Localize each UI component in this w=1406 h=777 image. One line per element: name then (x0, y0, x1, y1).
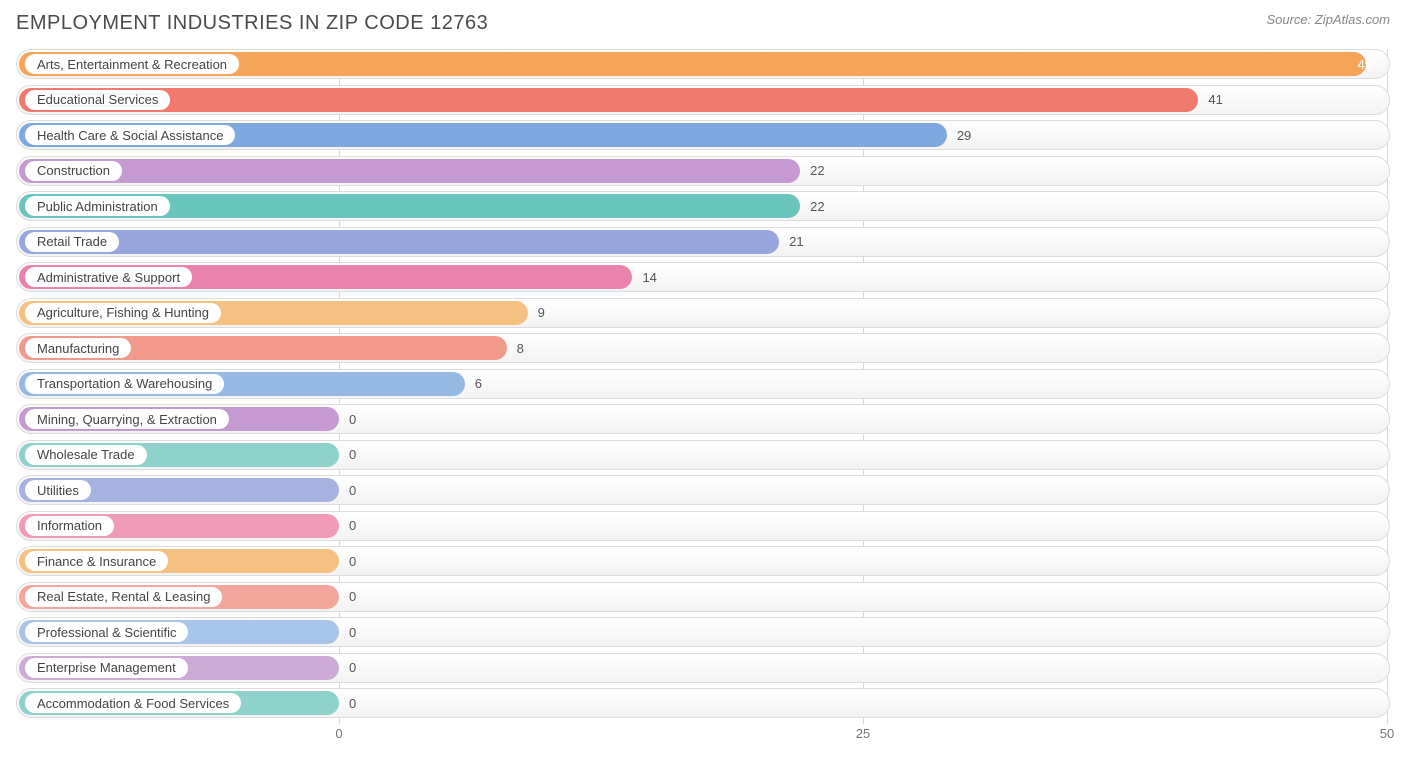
bar-row: Information 0 (16, 511, 1390, 541)
bar-label-pill: Arts, Entertainment & Recreation (25, 54, 239, 74)
bar-row: Utilities 0 (16, 475, 1390, 505)
bar-value: 0 (349, 404, 356, 434)
bar-label-pill: Construction (25, 161, 122, 181)
bar-value: 0 (349, 475, 356, 505)
bar-label-pill: Agriculture, Fishing & Hunting (25, 303, 221, 323)
bar-value: 0 (349, 511, 356, 541)
bar-row: Agriculture, Fishing & Hunting 9 (16, 298, 1390, 328)
bar-value: 0 (349, 688, 356, 718)
x-tick-label: 25 (856, 726, 870, 741)
bar-label-pill: Utilities (25, 480, 91, 500)
bar-label-pill: Transportation & Warehousing (25, 374, 224, 394)
bar-fill (19, 159, 800, 183)
bar-label-pill: Manufacturing (25, 338, 131, 358)
bar-row: Health Care & Social Assistance 29 (16, 120, 1390, 150)
bar-label-pill: Health Care & Social Assistance (25, 125, 235, 145)
bar-label-pill: Educational Services (25, 90, 170, 110)
bar-value: 22 (810, 156, 824, 186)
bar-value: 6 (475, 369, 482, 399)
bar-value: 0 (349, 617, 356, 647)
bar-label-pill: Professional & Scientific (25, 622, 188, 642)
bar-row: Finance & Insurance 0 (16, 546, 1390, 576)
chart-source: Source: ZipAtlas.com (1266, 12, 1390, 27)
bar-value: 49 (1358, 49, 1372, 79)
x-tick-label: 0 (335, 726, 342, 741)
chart-title: EMPLOYMENT INDUSTRIES IN ZIP CODE 12763 (16, 12, 488, 35)
bar-row: Arts, Entertainment & Recreation 49 (16, 49, 1390, 79)
bar-value: 0 (349, 653, 356, 683)
chart-area: Arts, Entertainment & Recreation 49 Educat… (16, 49, 1390, 739)
bar-value: 22 (810, 191, 824, 221)
bar-row: Wholesale Trade 0 (16, 440, 1390, 470)
bars-container: Arts, Entertainment & Recreation 49 Educat… (16, 49, 1390, 718)
bar-value: 41 (1208, 85, 1222, 115)
x-tick-label: 50 (1380, 726, 1394, 741)
bar-row: Retail Trade 21 (16, 227, 1390, 257)
bar-value: 14 (642, 262, 656, 292)
bar-row: Enterprise Management 0 (16, 653, 1390, 683)
bar-label-pill: Information (25, 516, 114, 536)
bar-fill (19, 88, 1198, 112)
bar-value: 8 (517, 333, 524, 363)
bar-value: 9 (538, 298, 545, 328)
bar-value: 21 (789, 227, 803, 257)
bar-label-pill: Retail Trade (25, 232, 119, 252)
bar-row: Educational Services 41 (16, 85, 1390, 115)
chart-header: EMPLOYMENT INDUSTRIES IN ZIP CODE 12763 … (16, 12, 1390, 35)
bar-label-pill: Enterprise Management (25, 658, 188, 678)
bar-row: Public Administration 22 (16, 191, 1390, 221)
bar-label-pill: Mining, Quarrying, & Extraction (25, 409, 229, 429)
bar-label-pill: Finance & Insurance (25, 551, 168, 571)
x-axis: 02550 (16, 724, 1390, 744)
bar-row: Mining, Quarrying, & Extraction 0 (16, 404, 1390, 434)
bar-value: 0 (349, 440, 356, 470)
bar-row: Professional & Scientific 0 (16, 617, 1390, 647)
bar-value: 0 (349, 546, 356, 576)
bar-label-pill: Wholesale Trade (25, 445, 147, 465)
bar-fill (19, 230, 779, 254)
bar-row: Transportation & Warehousing 6 (16, 369, 1390, 399)
bar-label-pill: Accommodation & Food Services (25, 693, 241, 713)
bar-label-pill: Administrative & Support (25, 267, 192, 287)
bar-row: Accommodation & Food Services 0 (16, 688, 1390, 718)
bar-value: 0 (349, 582, 356, 612)
bar-row: Real Estate, Rental & Leasing 0 (16, 582, 1390, 612)
bar-label-pill: Real Estate, Rental & Leasing (25, 587, 222, 607)
bar-row: Construction 22 (16, 156, 1390, 186)
bar-label-pill: Public Administration (25, 196, 170, 216)
bar-value: 29 (957, 120, 971, 150)
bar-row: Manufacturing 8 (16, 333, 1390, 363)
bar-row: Administrative & Support 14 (16, 262, 1390, 292)
